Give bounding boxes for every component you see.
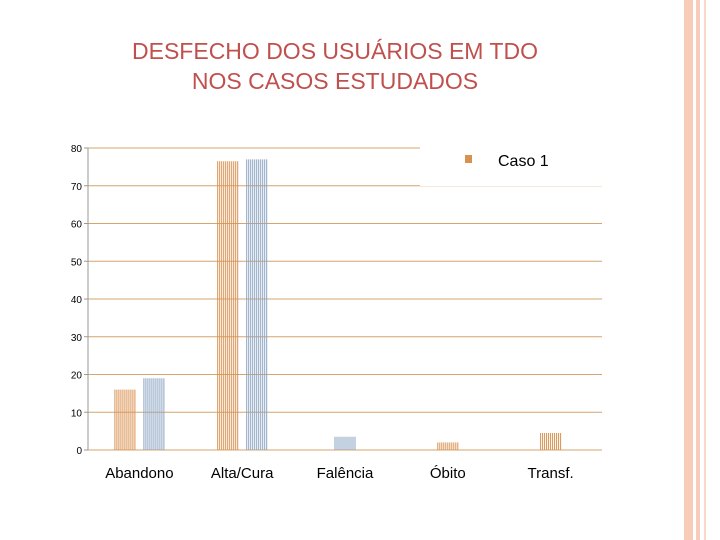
title-line-2: NOS CASOS ESTUDADOS: [191, 68, 479, 94]
y-tick-label: 0: [76, 446, 82, 457]
bar-series-2-1: [246, 159, 268, 450]
x-tick-label: Abandono: [105, 465, 173, 482]
x-tick-label: Falência: [317, 465, 374, 482]
bar-series-1-1: [217, 161, 239, 450]
bar-series-1-3: [437, 442, 459, 450]
edge-stripe: [704, 0, 706, 540]
legend-swatch: [465, 155, 472, 163]
bar-series-1-0: [114, 389, 136, 450]
y-tick-label: 70: [71, 182, 83, 193]
y-tick-label: 50: [71, 257, 83, 268]
title-line-1: DESFECHO DOS USUÁRIOS EM TDO: [132, 38, 538, 64]
edge-stripe: [696, 0, 700, 540]
y-tick-label: 60: [71, 220, 83, 231]
bar-series-2-2: [334, 436, 356, 450]
x-tick-label: Alta/Cura: [211, 465, 274, 482]
y-tick-label: 80: [71, 144, 83, 155]
y-tick-label: 20: [71, 371, 83, 382]
x-tick-label: Óbito: [430, 465, 466, 482]
y-tick-label: 40: [71, 295, 83, 306]
y-tick-label: 30: [71, 333, 83, 344]
y-tick-label: 10: [71, 408, 83, 419]
legend-box: [420, 146, 610, 186]
bar-series-1-4: [540, 433, 562, 450]
x-tick-label: Transf.: [528, 465, 574, 482]
slide-title: DESFECHO DOS USUÁRIOS EM TDO NOS CASOS E…: [40, 36, 630, 96]
edge-stripe: [684, 0, 693, 540]
legend-label: Caso 1: [498, 153, 549, 170]
bar-series-2-0: [143, 378, 165, 450]
